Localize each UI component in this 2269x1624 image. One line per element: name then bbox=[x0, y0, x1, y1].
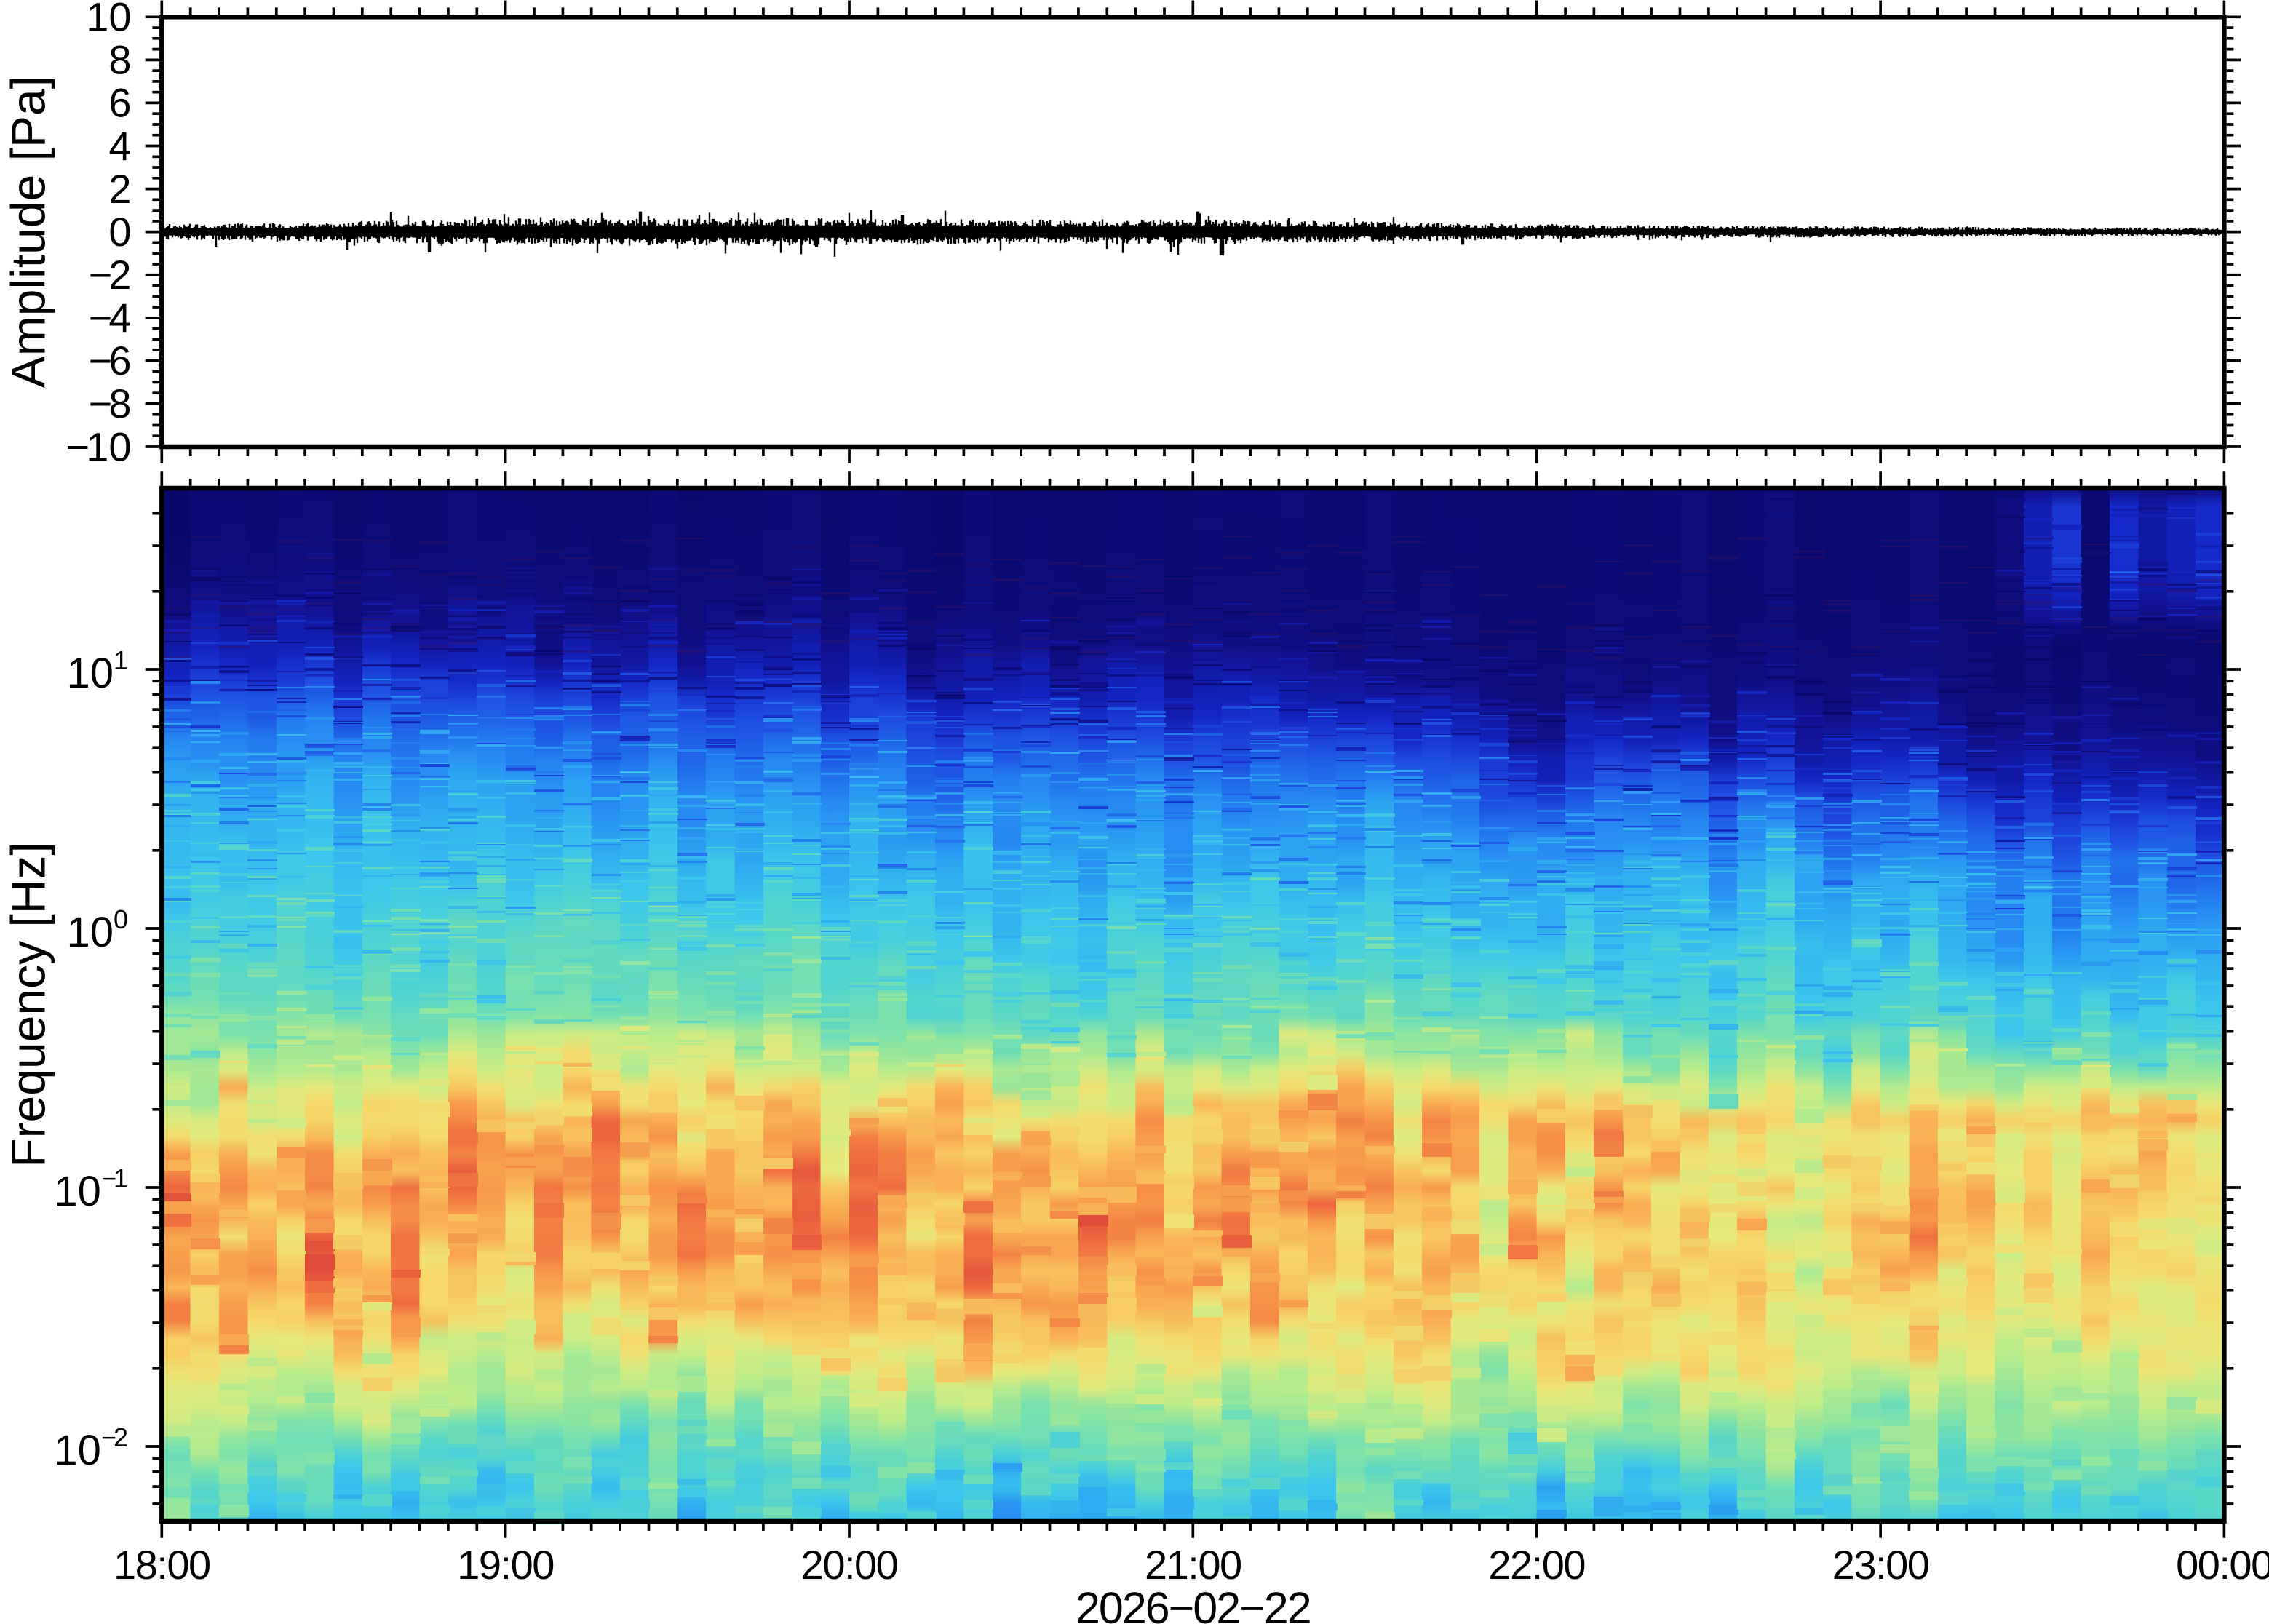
svg-text:6: 6 bbox=[108, 80, 131, 126]
svg-text:4: 4 bbox=[108, 123, 131, 169]
svg-text:8: 8 bbox=[108, 37, 131, 83]
svg-text:10: 10 bbox=[86, 0, 131, 40]
svg-text:18:00: 18:00 bbox=[114, 1542, 210, 1588]
svg-text:−6: −6 bbox=[89, 338, 132, 383]
svg-text:00:00: 00:00 bbox=[2176, 1542, 2269, 1588]
svg-text:23:00: 23:00 bbox=[1832, 1542, 1929, 1588]
svg-text:−10: −10 bbox=[66, 423, 132, 469]
svg-text:Frequency [Hz]: Frequency [Hz] bbox=[1, 842, 55, 1168]
svg-text:0: 0 bbox=[108, 209, 131, 255]
svg-text:22:00: 22:00 bbox=[1488, 1542, 1585, 1588]
svg-text:20:00: 20:00 bbox=[801, 1542, 898, 1588]
svg-text:2: 2 bbox=[108, 166, 131, 212]
svg-text:2026−02−22: 2026−02−22 bbox=[1076, 1583, 1311, 1624]
svg-text:−2: −2 bbox=[89, 252, 132, 298]
svg-text:−4: −4 bbox=[89, 295, 132, 341]
svg-text:19:00: 19:00 bbox=[457, 1542, 554, 1588]
svg-text:21:00: 21:00 bbox=[1145, 1542, 1241, 1588]
svg-text:Amplitude [Pa]: Amplitude [Pa] bbox=[1, 76, 55, 388]
svg-text:−8: −8 bbox=[89, 381, 132, 426]
